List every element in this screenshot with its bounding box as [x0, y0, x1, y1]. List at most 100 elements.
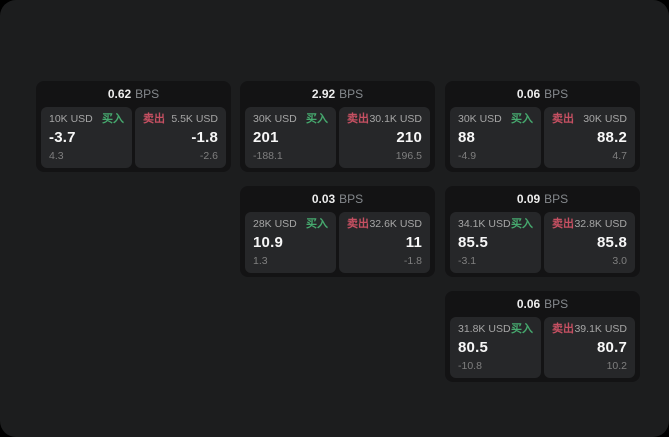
buy-panel[interactable]: 30K USD 买入 88 -4.9: [450, 107, 541, 168]
buy-tag: 买入: [306, 113, 328, 125]
sell-price: 88.2: [597, 129, 627, 146]
sell-amount: 30.1K USD: [369, 113, 422, 125]
sell-panel[interactable]: 卖出 30K USD 88.2 4.7: [544, 107, 635, 168]
quote-card: 0.06 BPS 30K USD 买入 88 -4.9 卖出 30K USD 8…: [445, 81, 640, 172]
quote-card: 0.06 BPS 31.8K USD 买入 80.5 -10.8 卖出 39.1…: [445, 291, 640, 382]
buy-price: 201: [253, 129, 279, 146]
sell-panel-top: 卖出 30K USD: [552, 113, 627, 126]
buy-panel[interactable]: 34.1K USD 买入 85.5 -3.1: [450, 212, 541, 273]
buy-panel[interactable]: 28K USD 买入 10.9 1.3: [245, 212, 336, 273]
quote-panels: 30K USD 买入 88 -4.9 卖出 30K USD 88.2 4.7: [445, 107, 640, 168]
buy-delta: 4.3: [49, 150, 64, 162]
sell-panel-top: 卖出 32.8K USD: [552, 218, 627, 231]
sell-panel[interactable]: 卖出 32.8K USD 85.8 3.0: [544, 212, 635, 273]
buy-panel[interactable]: 30K USD 买入 201 -188.1: [245, 107, 336, 168]
sell-delta: 3.0: [612, 255, 627, 267]
buy-tag: 买入: [102, 113, 124, 125]
sell-amount: 30K USD: [583, 113, 627, 125]
buy-price: 85.5: [458, 234, 488, 251]
sell-tag: 卖出: [552, 323, 574, 335]
buy-tag: 买入: [306, 218, 328, 230]
sell-tag: 卖出: [143, 113, 165, 125]
sell-tag: 卖出: [347, 113, 369, 125]
bps-unit-label: BPS: [339, 87, 364, 101]
buy-tag: 买入: [511, 218, 533, 230]
sell-panel[interactable]: 卖出 30.1K USD 210 196.5: [339, 107, 430, 168]
sell-panel-top: 卖出 30.1K USD: [347, 113, 422, 126]
sell-delta: 196.5: [395, 150, 422, 162]
sell-price: 210: [396, 129, 422, 146]
sell-panel-top: 卖出 39.1K USD: [552, 323, 627, 336]
bps-unit-label: BPS: [544, 87, 569, 101]
buy-amount: 31.8K USD: [458, 323, 511, 335]
buy-delta: -10.8: [458, 360, 482, 372]
buy-panel-top: 28K USD 买入: [253, 218, 328, 231]
sell-tag: 卖出: [552, 113, 574, 125]
sell-panel-top: 卖出 32.6K USD: [347, 218, 422, 231]
quote-card: 2.92 BPS 30K USD 买入 201 -188.1 卖出 30.1K …: [240, 81, 435, 172]
bps-unit-label: BPS: [339, 192, 364, 206]
bps-value: 0.06: [516, 297, 541, 311]
sell-panel[interactable]: 卖出 39.1K USD 80.7 10.2: [544, 317, 635, 378]
bps-value: 0.62: [107, 87, 132, 101]
bps-value: 0.03: [311, 192, 336, 206]
sell-panel[interactable]: 卖出 5.5K USD -1.8 -2.6: [135, 107, 226, 168]
buy-tag: 买入: [511, 113, 533, 125]
quote-panels: 34.1K USD 买入 85.5 -3.1 卖出 32.8K USD 85.8…: [445, 212, 640, 273]
buy-price: 10.9: [253, 234, 283, 251]
buy-amount: 28K USD: [253, 218, 297, 230]
buy-price: 88: [458, 129, 476, 146]
buy-delta: 1.3: [253, 255, 268, 267]
buy-delta: -188.1: [253, 150, 283, 162]
quote-panels: 30K USD 买入 201 -188.1 卖出 30.1K USD 210 1…: [240, 107, 435, 168]
bps-header: 0.03 BPS: [240, 186, 435, 212]
bps-header: 0.62 BPS: [36, 81, 231, 107]
buy-panel-top: 30K USD 买入: [458, 113, 533, 126]
quote-panels: 10K USD 买入 -3.7 4.3 卖出 5.5K USD -1.8 -2.…: [36, 107, 231, 168]
sell-delta: -2.6: [199, 150, 218, 162]
buy-panel[interactable]: 10K USD 买入 -3.7 4.3: [41, 107, 132, 168]
bps-value: 2.92: [311, 87, 336, 101]
bps-value: 0.09: [516, 192, 541, 206]
bps-unit-label: BPS: [544, 297, 569, 311]
buy-amount: 30K USD: [458, 113, 502, 125]
buy-panel-top: 34.1K USD 买入: [458, 218, 533, 231]
buy-panel-top: 30K USD 买入: [253, 113, 328, 126]
buy-panel[interactable]: 31.8K USD 买入 80.5 -10.8: [450, 317, 541, 378]
sell-price: 80.7: [597, 339, 627, 356]
sell-panel-top: 卖出 5.5K USD: [143, 113, 218, 126]
quote-panels: 28K USD 买入 10.9 1.3 卖出 32.6K USD 11 -1.8: [240, 212, 435, 273]
sell-price: 85.8: [597, 234, 627, 251]
quote-card: 0.03 BPS 28K USD 买入 10.9 1.3 卖出 32.6K US…: [240, 186, 435, 277]
buy-amount: 34.1K USD: [458, 218, 511, 230]
buy-delta: -4.9: [458, 150, 477, 162]
sell-amount: 5.5K USD: [171, 113, 218, 125]
buy-price: -3.7: [49, 129, 76, 146]
sell-delta: 4.7: [612, 150, 627, 162]
buy-panel-top: 10K USD 买入: [49, 113, 124, 126]
sell-amount: 39.1K USD: [574, 323, 627, 335]
sell-price: -1.8: [191, 129, 218, 146]
bps-header: 2.92 BPS: [240, 81, 435, 107]
buy-amount: 30K USD: [253, 113, 297, 125]
sell-tag: 卖出: [552, 218, 574, 230]
bps-header: 0.06 BPS: [445, 291, 640, 317]
buy-tag: 买入: [511, 323, 533, 335]
buy-delta: -3.1: [458, 255, 477, 267]
bps-header: 0.09 BPS: [445, 186, 640, 212]
buy-amount: 10K USD: [49, 113, 93, 125]
sell-amount: 32.8K USD: [574, 218, 627, 230]
sell-amount: 32.6K USD: [369, 218, 422, 230]
quote-panels: 31.8K USD 买入 80.5 -10.8 卖出 39.1K USD 80.…: [445, 317, 640, 378]
sell-delta: -1.8: [403, 255, 422, 267]
sell-tag: 卖出: [347, 218, 369, 230]
buy-panel-top: 31.8K USD 买入: [458, 323, 533, 336]
bps-header: 0.06 BPS: [445, 81, 640, 107]
sell-price: 11: [405, 234, 422, 251]
bps-unit-label: BPS: [544, 192, 569, 206]
sell-panel[interactable]: 卖出 32.6K USD 11 -1.8: [339, 212, 430, 273]
sell-delta: 10.2: [606, 360, 627, 372]
buy-price: 80.5: [458, 339, 488, 356]
bps-unit-label: BPS: [135, 87, 160, 101]
